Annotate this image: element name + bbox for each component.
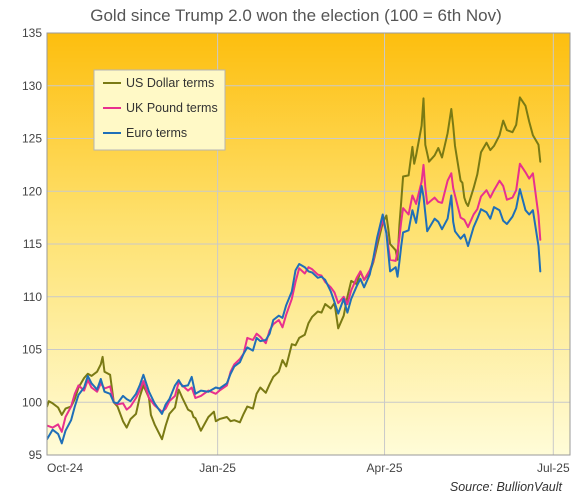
y-tick-label: 105 [22, 343, 42, 357]
series-lines [47, 96, 542, 445]
y-tick-label: 125 [22, 132, 42, 146]
y-tick-label: 130 [22, 79, 42, 93]
chart-title: Gold since Trump 2.0 won the election (1… [90, 6, 502, 25]
y-tick-label: 100 [22, 395, 42, 409]
x-tick-label: Oct-24 [47, 461, 83, 475]
source-note: Source: BullionVault [450, 480, 563, 494]
y-axis: 95 100 105 110 115 120 125 130 135 [22, 26, 42, 462]
legend-label: US Dollar terms [126, 76, 214, 90]
x-tick-label: Apr-25 [367, 461, 403, 475]
legend-label: UK Pound terms [126, 101, 218, 115]
series-line-1 [47, 162, 542, 433]
plot-border [46, 32, 571, 456]
y-tick-label: 135 [22, 26, 42, 40]
y-tick-label: 110 [23, 290, 42, 304]
x-tick-label: Jul-25 [537, 461, 570, 475]
legend: US Dollar terms UK Pound terms Euro terms [93, 69, 226, 151]
y-tick-label: 95 [29, 448, 43, 462]
series-line-0 [47, 96, 542, 441]
legend-label: Euro terms [126, 126, 187, 140]
y-tick-label: 120 [22, 184, 42, 198]
y-tick-label: 115 [23, 237, 42, 251]
x-axis: Oct-24 Jan-25 Apr-25 Jul-25 [47, 461, 570, 475]
series-line-2 [47, 185, 542, 445]
x-tick-label: Jan-25 [199, 461, 236, 475]
